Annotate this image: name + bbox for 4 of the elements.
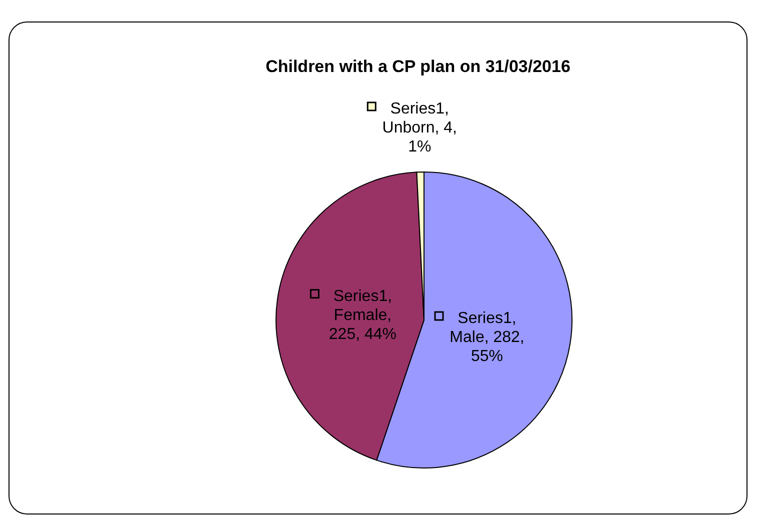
data-label: Series1, Unborn, 4, 1% <box>382 100 457 156</box>
chart-title: Children with a CP plan on 31/03/2016 <box>266 57 570 76</box>
data-label: Series1, Female, 225, 44% <box>328 288 397 343</box>
data-label: Series1, Male, 282, 55% <box>450 310 524 366</box>
